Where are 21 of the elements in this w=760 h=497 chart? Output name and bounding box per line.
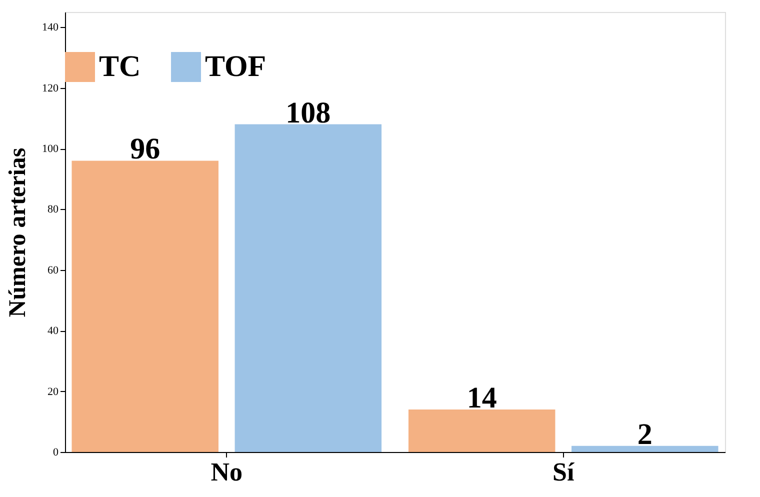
y-tick-label: 40 bbox=[48, 325, 59, 338]
data-label: 2 bbox=[637, 418, 652, 451]
data-label: 108 bbox=[286, 96, 331, 130]
bar bbox=[72, 160, 218, 452]
x-tick-label: No bbox=[210, 458, 243, 486]
x-tick-label: Sí bbox=[552, 458, 575, 486]
y-tick-label: 0 bbox=[53, 446, 59, 458]
legend-label: TC bbox=[99, 50, 141, 83]
y-axis-title: Número arterias bbox=[5, 148, 31, 318]
y-tick-label: 100 bbox=[42, 143, 59, 156]
y-tick-label: 20 bbox=[48, 386, 59, 398]
y-tick-label: 80 bbox=[48, 204, 59, 216]
data-label: 96 bbox=[130, 132, 160, 166]
y-tick-label: 60 bbox=[48, 264, 59, 276]
bar bbox=[408, 410, 556, 452]
y-tick-label: 140 bbox=[42, 22, 59, 34]
legend-label: TOF bbox=[205, 50, 266, 83]
bar bbox=[572, 446, 718, 452]
data-label: 14 bbox=[466, 382, 497, 415]
y-tick-label: 120 bbox=[42, 82, 59, 94]
bar bbox=[234, 124, 382, 452]
